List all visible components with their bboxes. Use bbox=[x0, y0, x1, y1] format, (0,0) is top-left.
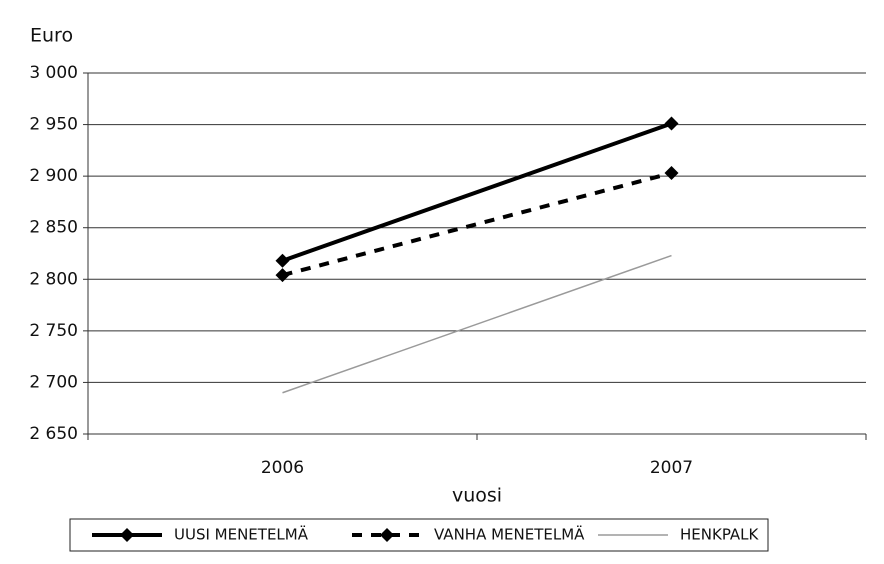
y-tick-label: 2 950 bbox=[29, 115, 78, 135]
y-tick-label: 2 900 bbox=[29, 166, 78, 186]
point-marker bbox=[664, 166, 679, 181]
y-tick-label: 2 700 bbox=[29, 372, 78, 392]
x-tick-label: 2006 bbox=[261, 458, 304, 478]
series-line bbox=[281, 171, 673, 278]
y-tick-label: 2 800 bbox=[29, 269, 78, 289]
y-axis-label: Euro bbox=[30, 25, 73, 47]
legend-label: HENKPALK bbox=[680, 526, 760, 544]
y-tick-label: 2 750 bbox=[29, 321, 78, 341]
legend-marker bbox=[120, 528, 134, 542]
y-tick-label: 2 850 bbox=[29, 218, 78, 238]
legend-box bbox=[69, 518, 769, 552]
y-tick-label: 3 000 bbox=[29, 63, 78, 83]
point-marker bbox=[664, 116, 679, 131]
series-line bbox=[282, 254, 672, 394]
x-tick-label: 2007 bbox=[650, 458, 693, 478]
legend-marker bbox=[380, 528, 394, 542]
y-tick-label: 2 650 bbox=[29, 424, 78, 444]
point-marker bbox=[275, 268, 290, 283]
legend-label: VANHA MENETELMÄ bbox=[434, 525, 585, 544]
legend-label: UUSI MENETELMÄ bbox=[174, 525, 309, 544]
series-line bbox=[281, 121, 673, 263]
x-axis-label: vuosi bbox=[452, 485, 502, 507]
point-marker bbox=[275, 253, 290, 268]
